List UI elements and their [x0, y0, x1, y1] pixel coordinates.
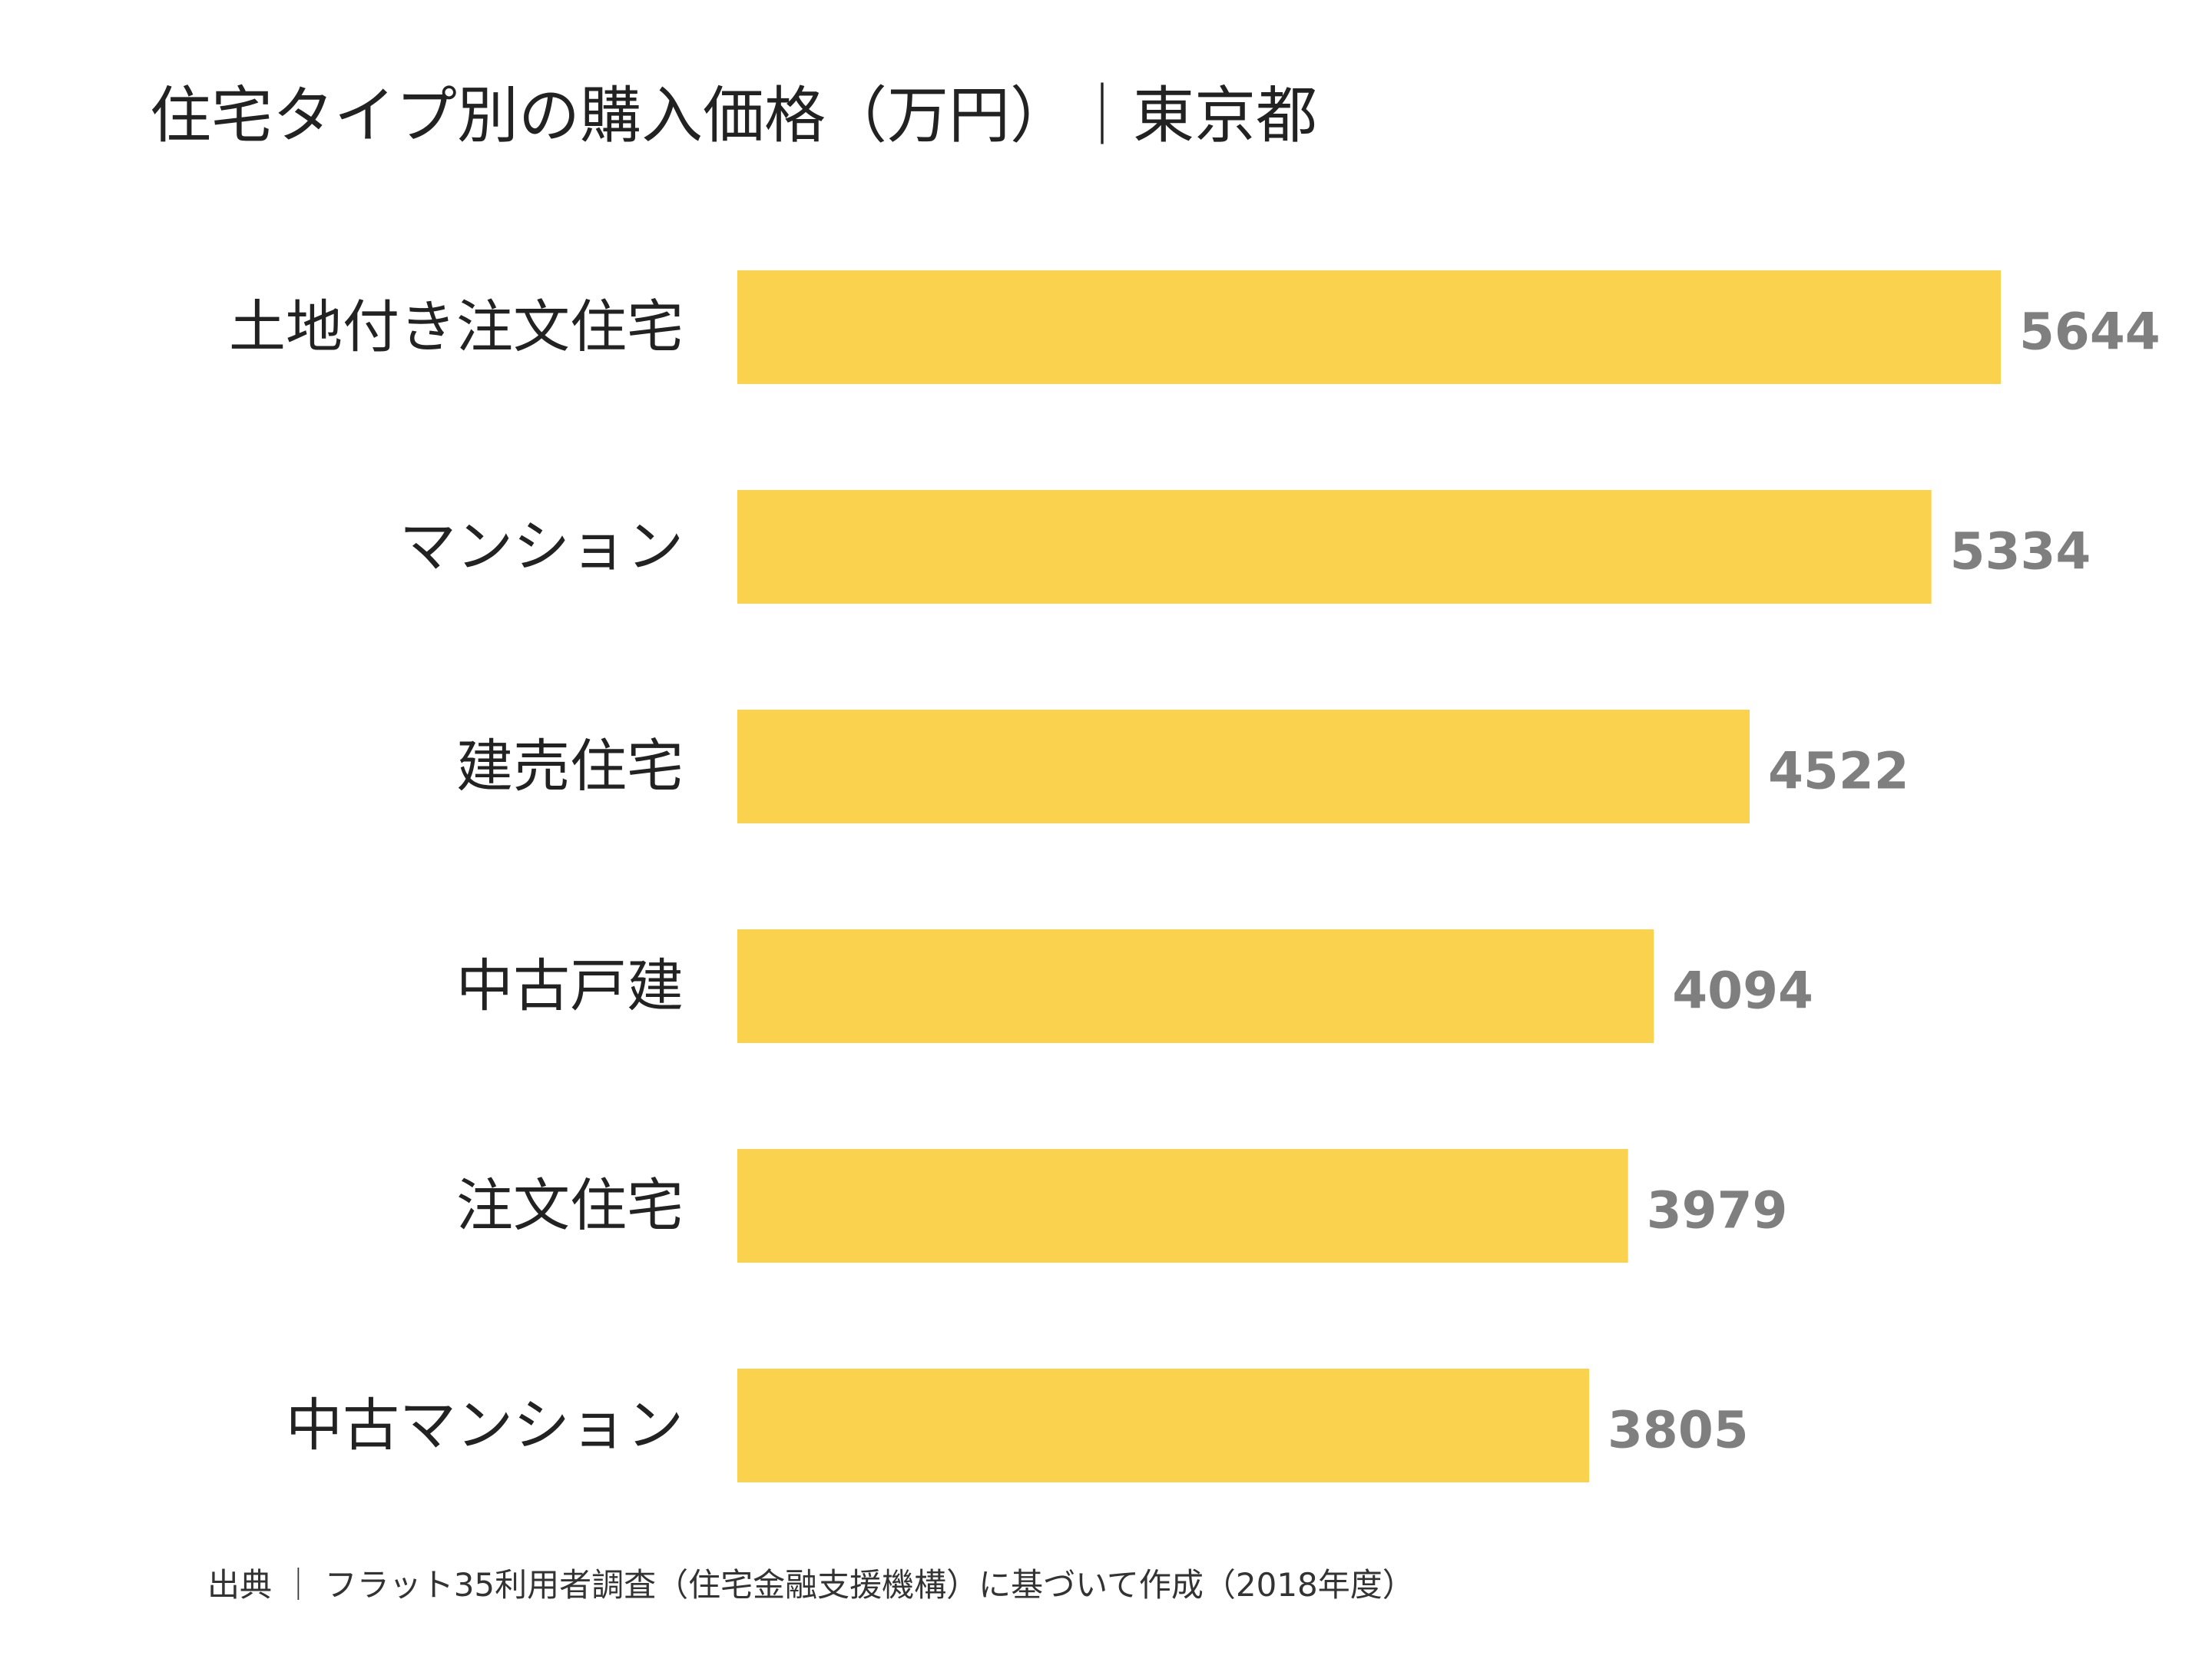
value-label: 5644 — [2019, 303, 2161, 362]
bar — [737, 1369, 1590, 1482]
source-note: 出典 ｜ フラット35利用者調査（住宅金融支援機構）に基づいて作成（2018年度… — [207, 1566, 1415, 1604]
bars-layer: 土地付き注文住宅 5644 マンション 5334 建売住宅 4522 中古戸建 4094 注文住… — [229, 270, 2161, 1482]
category-label: 建売住宅 — [456, 733, 684, 800]
value-label: 4522 — [1768, 742, 1909, 801]
category-label: 注文住宅 — [456, 1173, 684, 1239]
bar — [737, 710, 1750, 823]
value-label: 4094 — [1672, 962, 1813, 1021]
bar — [737, 490, 1932, 604]
chart-title: 住宅タイプ別の購入価格（万円）｜東京都 — [150, 80, 1317, 151]
category-label: 中古マンション — [286, 1392, 684, 1459]
value-label: 3805 — [1608, 1401, 1749, 1460]
value-label: 3979 — [1647, 1181, 1788, 1240]
bar — [737, 929, 1654, 1043]
bar — [737, 270, 2001, 384]
bar — [737, 1149, 1628, 1263]
value-label: 5334 — [1950, 522, 2091, 581]
category-label: マンション — [399, 514, 684, 580]
category-label: 中古戸建 — [456, 953, 684, 1019]
category-label: 土地付き注文住宅 — [229, 294, 684, 360]
